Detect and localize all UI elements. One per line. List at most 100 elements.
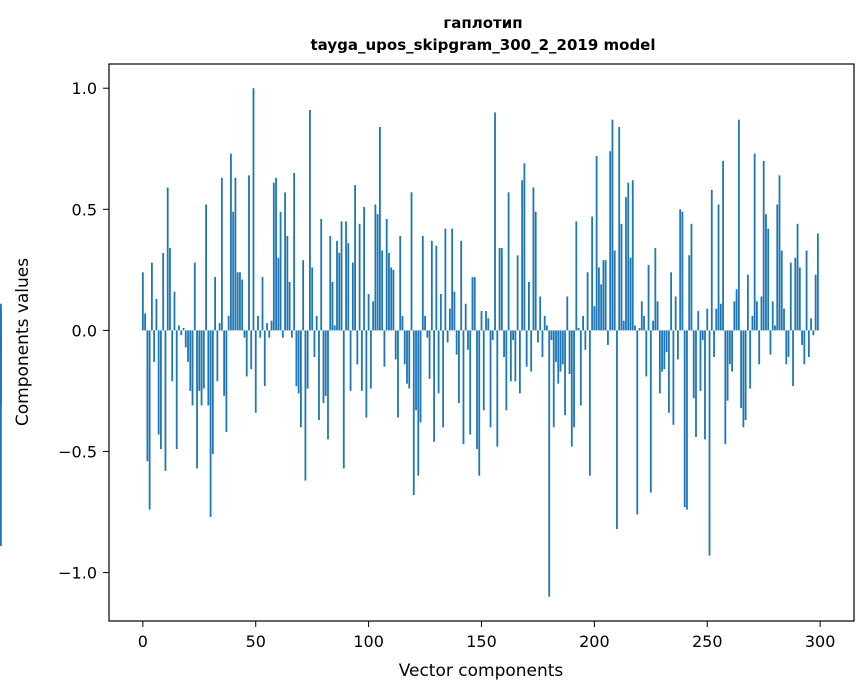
bar: [537, 330, 539, 343]
bar: [568, 330, 571, 374]
bar: [677, 330, 679, 360]
bar: [259, 330, 262, 338]
bar: [616, 330, 618, 529]
bar: [236, 272, 239, 331]
bar: [541, 330, 544, 358]
bar: [155, 298, 158, 331]
bar: [717, 204, 720, 331]
bar: [701, 330, 704, 341]
bar: [232, 211, 235, 331]
bar: [202, 330, 205, 389]
bar: [473, 277, 476, 331]
bar: [243, 330, 246, 338]
bar: [518, 330, 521, 394]
bar: [245, 330, 248, 377]
bar: [658, 330, 661, 394]
bar: [629, 257, 632, 331]
bar: [270, 320, 273, 331]
bar: [263, 330, 266, 387]
bar: [401, 315, 404, 331]
bar: [295, 330, 298, 387]
bar: [559, 330, 562, 372]
bar: [737, 119, 740, 331]
bar: [433, 330, 435, 442]
bar: [141, 272, 144, 331]
bar: [0, 308, 2, 331]
bar: [656, 301, 659, 331]
bar: [625, 197, 627, 331]
bar: [514, 330, 517, 382]
bar: [731, 330, 733, 372]
bar: [525, 330, 528, 367]
bar: [329, 235, 332, 331]
bar: [476, 330, 478, 450]
bar: [320, 218, 323, 331]
bar: [575, 221, 578, 331]
bar: [277, 257, 280, 331]
bar: [665, 330, 668, 353]
bar: [182, 327, 185, 331]
bar: [342, 330, 345, 469]
bar: [746, 274, 749, 331]
bar: [762, 160, 765, 331]
bar: [661, 330, 664, 372]
bar: [394, 330, 397, 360]
bar: [783, 308, 785, 331]
bar: [374, 204, 377, 331]
bar: [379, 126, 381, 331]
bar: [369, 330, 372, 389]
x-tick-label: 250: [692, 632, 723, 651]
y-tick-label: 0.5: [72, 200, 97, 219]
bar: [220, 177, 223, 331]
bar: [324, 330, 327, 396]
bar: [442, 330, 445, 428]
bar: [356, 330, 359, 365]
bar: [566, 296, 569, 331]
bar: [166, 187, 169, 331]
bar: [557, 330, 560, 384]
bar: [293, 172, 296, 331]
bar: [767, 228, 770, 331]
bar: [507, 192, 510, 331]
bar: [607, 330, 609, 345]
bar: [406, 330, 408, 384]
bar: [372, 301, 375, 331]
bar: [437, 330, 440, 394]
y-axis-ticks: 1.0 0.5 0.0 −0.5 −1.0: [58, 79, 109, 583]
bar: [234, 177, 237, 331]
bar: [548, 330, 551, 597]
bar: [543, 315, 546, 331]
bar: [794, 257, 797, 331]
bar: [0, 330, 2, 546]
bar: [810, 318, 813, 331]
bar: [453, 291, 456, 331]
bar: [787, 330, 790, 358]
bar: [733, 301, 736, 331]
bar: [150, 262, 153, 331]
bar: [728, 330, 731, 365]
bar: [248, 175, 250, 331]
bar: [424, 315, 426, 331]
bar: [187, 330, 189, 362]
bar: [496, 330, 499, 447]
bar: [239, 272, 241, 331]
bar: [509, 330, 512, 382]
bar: [561, 330, 564, 365]
y-tick-label: 1.0: [72, 79, 97, 98]
bar: [146, 330, 149, 462]
bar: [512, 330, 515, 341]
bar: [191, 330, 194, 406]
bar: [358, 223, 361, 331]
bar: [360, 330, 363, 391]
bar: [462, 330, 465, 445]
bar: [498, 248, 501, 331]
bar: [805, 250, 808, 331]
bar: [500, 248, 503, 331]
bar: [419, 330, 422, 423]
bar: [448, 308, 451, 331]
x-axis-label: Vector components: [399, 661, 564, 681]
x-tick-label: 50: [246, 632, 266, 651]
bar: [331, 281, 334, 331]
bar: [455, 330, 458, 355]
bar: [268, 330, 271, 338]
